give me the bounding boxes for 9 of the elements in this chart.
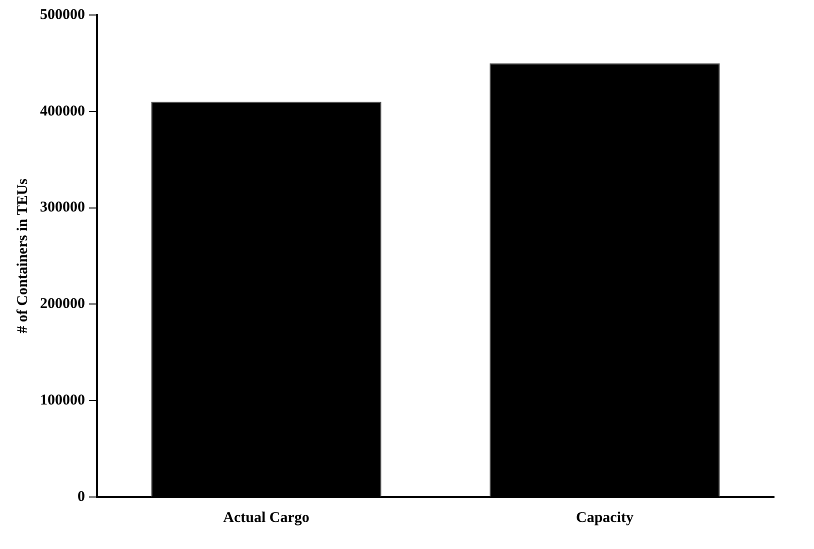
y-tick-label: 0 xyxy=(78,488,85,505)
y-tick-label: 500000 xyxy=(40,6,85,23)
y-tick-label: 200000 xyxy=(40,296,85,312)
y-tick-label: 300000 xyxy=(40,200,85,216)
x-tick-label: Capacity xyxy=(576,510,634,526)
y-tick-label: 400000 xyxy=(40,103,85,120)
y-axis-title: # of Containers in TEUs xyxy=(14,178,31,334)
y-tick-label: 100000 xyxy=(40,392,85,408)
x-tick-label: Actual Cargo xyxy=(223,510,310,526)
